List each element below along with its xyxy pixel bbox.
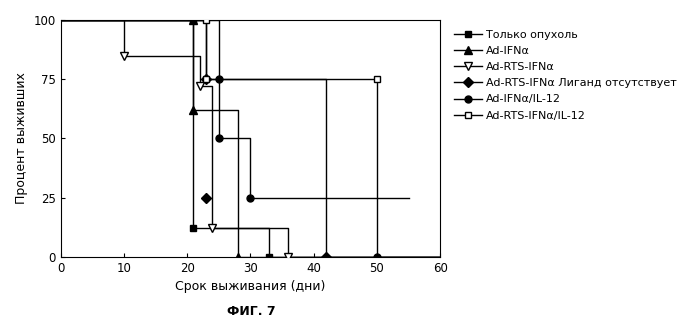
Legend: Только опухоль, Ad-IFNα, Ad-RTS-IFNα, Ad-RTS-IFNα Лиганд отсутствует, Ad-IFNα/IL: Только опухоль, Ad-IFNα, Ad-RTS-IFNα, Ad… — [450, 26, 681, 125]
X-axis label: Срок выживания (дни): Срок выживания (дни) — [175, 280, 325, 293]
Text: ФИГ. 7: ФИГ. 7 — [227, 305, 276, 318]
Y-axis label: Процент выживших: Процент выживших — [15, 73, 28, 204]
